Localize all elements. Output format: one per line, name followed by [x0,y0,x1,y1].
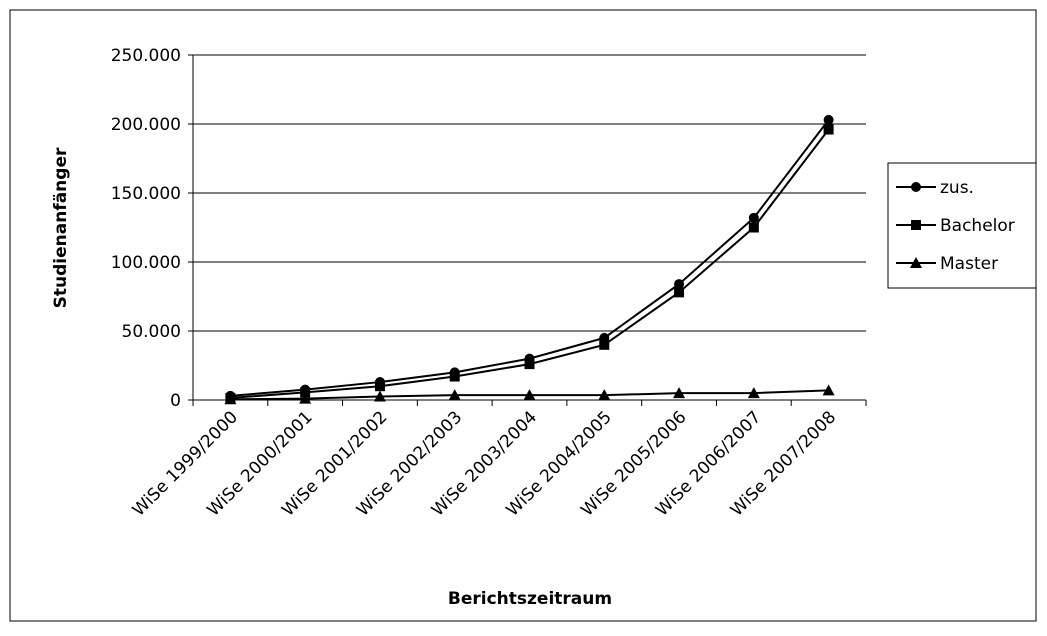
y-tick-label: 250.000 [111,46,181,66]
y-axis-title: Studienanfänger [51,147,71,308]
point [823,114,834,125]
legend-label: Bachelor [940,216,1015,236]
point [674,287,685,298]
point [674,279,685,290]
point [300,387,311,398]
legend-label: Master [940,254,998,274]
point [822,384,835,396]
legend-label: zus. [940,178,974,198]
y-tick-label: 200.000 [111,115,181,135]
point [373,390,386,402]
y-tick-label: 100.000 [111,253,181,273]
point [599,339,610,350]
point [673,387,686,399]
chart-border [9,9,1037,622]
point [598,389,611,401]
point [448,389,461,401]
point [911,182,921,192]
point [523,389,536,401]
point [224,393,237,405]
point [748,212,759,223]
point [524,359,535,370]
point [449,371,460,382]
y-tick-label: 0 [170,391,181,411]
y-tick-label: 150.000 [111,184,181,204]
point [299,392,312,404]
point [747,387,760,399]
point [823,124,834,135]
point [910,257,922,268]
y-tick-label: 50.000 [122,322,181,342]
point [748,222,759,233]
x-axis-title: Berichtszeitraum [448,589,612,609]
point [374,381,385,392]
point [911,220,921,230]
